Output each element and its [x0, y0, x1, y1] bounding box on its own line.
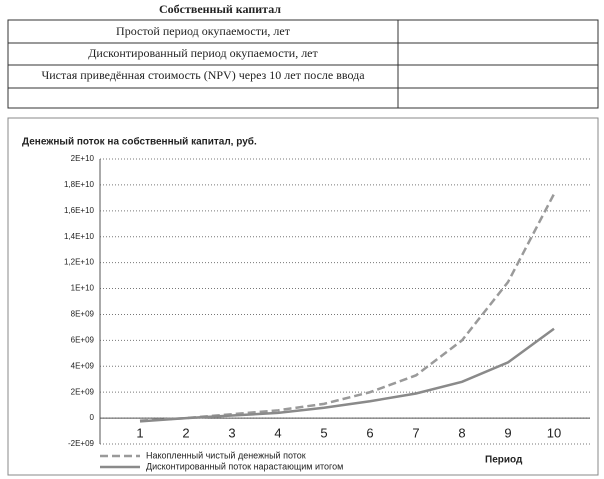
y-tick-label: -2E+09: [68, 439, 95, 448]
table-cell: Простой период окупаемости, лет: [116, 24, 291, 38]
table-frame: [7, 19, 599, 109]
y-tick-label: 1,6E+10: [64, 206, 95, 215]
x-tick-label: 5: [320, 426, 327, 441]
x-tick-label: 1: [136, 426, 143, 441]
chart-frame: [7, 117, 599, 476]
x-tick-label: 4: [274, 426, 281, 441]
y-tick-label: 1E+10: [71, 284, 95, 293]
y-tick-label: 2E+09: [71, 387, 95, 396]
chart-title: Денежный поток на собственный капитал, р…: [22, 136, 257, 148]
series-line: [139, 327, 555, 423]
y-tick-label: 8E+09: [71, 310, 95, 319]
y-tick-label: 0: [90, 413, 95, 422]
legend-label: Дисконтированный поток нарастающим итого…: [146, 461, 343, 471]
table-cell: Дисконтированный период окупаемости, лет: [88, 46, 318, 60]
x-axis-title: Период: [485, 455, 523, 466]
y-tick-label: 1,2E+10: [64, 258, 95, 267]
table-title: Собственный капитал: [159, 2, 281, 16]
x-tick-label: 9: [504, 426, 511, 441]
x-tick-label: 7: [412, 426, 419, 441]
x-tick-label: 8: [458, 426, 465, 441]
y-tick-label: 2E+10: [71, 154, 95, 163]
y-tick-label: 6E+09: [71, 335, 95, 344]
x-tick-label: 10: [547, 426, 561, 441]
legend-label: Накопленный чистый денежный поток: [146, 450, 306, 460]
x-tick-label: 2: [182, 426, 189, 441]
x-tick-label: 3: [228, 426, 235, 441]
table-cell: Чистая приведённая стоимость (NPV) через…: [41, 68, 365, 82]
y-tick-label: 1,8E+10: [64, 180, 95, 189]
series-line: [139, 193, 556, 422]
y-tick-label: 1,4E+10: [64, 232, 95, 241]
x-tick-label: 6: [366, 426, 373, 441]
y-tick-label: 4E+09: [71, 361, 95, 370]
